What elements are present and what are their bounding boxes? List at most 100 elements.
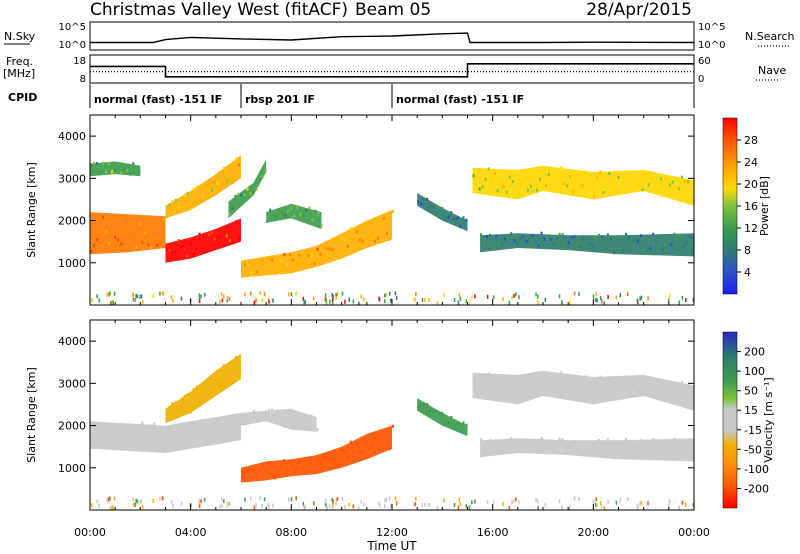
noise-speck xyxy=(255,298,257,303)
noise-speck xyxy=(132,292,134,297)
data-speckle xyxy=(447,215,450,219)
data-speckle xyxy=(219,235,222,239)
noise-speck xyxy=(304,504,306,509)
data-speckle xyxy=(256,420,259,423)
data-speckle xyxy=(597,438,600,442)
data-speckle xyxy=(392,424,394,428)
data-speckle xyxy=(555,237,558,241)
data-speckle xyxy=(246,187,249,191)
data-speckle xyxy=(631,445,634,449)
freq-panel: Freq. [MHz] 18 8 60 0 Nave xyxy=(3,54,786,85)
data-speckle xyxy=(664,243,667,247)
data-speckle xyxy=(138,170,141,174)
data-speckle xyxy=(523,172,526,175)
data-speckle xyxy=(472,174,475,178)
data-speckle xyxy=(310,254,313,258)
data-speckle xyxy=(557,392,560,396)
data-speckle xyxy=(656,184,659,188)
data-speckle xyxy=(238,362,240,366)
data-speckle xyxy=(219,436,222,440)
x-tick-label: 04:00 xyxy=(175,526,207,539)
data-speckle xyxy=(578,172,581,176)
data-speckle xyxy=(231,415,234,419)
noise-speck xyxy=(385,292,388,297)
noise-speck xyxy=(603,506,605,510)
noise-speck xyxy=(474,499,476,504)
noise-speck xyxy=(228,502,231,506)
noise-speck xyxy=(363,297,365,302)
data-speckle xyxy=(117,166,120,170)
velocity-band xyxy=(165,353,241,424)
data-speckle xyxy=(508,380,511,384)
data-speckle xyxy=(504,237,507,241)
data-speckle xyxy=(376,236,379,240)
data-speckle xyxy=(126,169,129,173)
data-speckle xyxy=(653,182,656,186)
noise-speck xyxy=(272,298,274,303)
noise-speck xyxy=(569,505,571,510)
data-speckle xyxy=(280,464,283,468)
data-speckle xyxy=(108,428,111,432)
data-speckle xyxy=(614,388,617,392)
noise-speck xyxy=(331,301,334,305)
noise-speck xyxy=(595,292,597,297)
nave-label: Nave xyxy=(758,64,786,77)
noise-speck xyxy=(344,504,346,509)
data-speckle xyxy=(517,191,520,195)
noise-speck xyxy=(259,496,261,501)
data-speckle xyxy=(662,385,665,389)
data-speckle xyxy=(516,241,519,245)
noise-speck xyxy=(107,292,110,297)
data-speckle xyxy=(522,234,525,238)
noise-speck xyxy=(324,296,326,301)
noise-speck xyxy=(134,298,137,302)
data-speckle xyxy=(676,244,679,248)
noise-speck xyxy=(332,294,334,299)
noise-speck xyxy=(170,295,173,300)
noise-speck xyxy=(324,501,326,506)
data-speckle xyxy=(623,379,626,383)
freq-frame xyxy=(89,54,695,84)
data-speckle xyxy=(105,230,108,234)
data-speckle xyxy=(219,183,222,186)
noise-speck xyxy=(681,500,684,505)
data-speckle xyxy=(420,202,423,206)
noise-speck xyxy=(198,498,201,503)
data-speckle xyxy=(278,209,281,213)
data-speckle xyxy=(484,177,487,181)
data-speckle xyxy=(168,429,171,433)
noise-speck xyxy=(172,503,174,508)
data-speckle xyxy=(661,452,664,456)
data-speckle xyxy=(207,393,210,397)
noise-speck xyxy=(424,502,426,507)
noise-speck xyxy=(352,504,355,509)
data-speckle xyxy=(499,386,502,390)
noise-speck xyxy=(360,294,362,299)
data-speckle xyxy=(195,433,198,437)
data-speckle xyxy=(569,175,572,179)
noise-speck xyxy=(263,292,266,297)
data-speckle xyxy=(295,467,298,471)
data-speckle xyxy=(292,464,295,467)
data-speckle xyxy=(611,178,614,182)
data-speckle xyxy=(687,180,689,184)
data-speckle xyxy=(135,436,138,440)
data-speckle xyxy=(682,244,685,248)
noise-speck xyxy=(331,293,333,297)
data-speckle xyxy=(240,193,243,197)
data-speckle xyxy=(459,225,462,229)
x-tick-label: 00:00 xyxy=(678,526,710,539)
data-speckle xyxy=(210,388,213,392)
data-speckle xyxy=(256,475,259,479)
data-speckle xyxy=(120,171,123,175)
noise-speck xyxy=(537,300,539,305)
data-speckle xyxy=(183,427,186,431)
data-speckle xyxy=(603,455,606,459)
data-speckle xyxy=(502,185,505,189)
data-speckle xyxy=(243,193,246,196)
data-speckle xyxy=(649,246,652,250)
noise-speck xyxy=(424,297,426,302)
data-speckle xyxy=(286,262,289,266)
data-speckle xyxy=(567,446,570,449)
data-speckle xyxy=(301,423,304,427)
